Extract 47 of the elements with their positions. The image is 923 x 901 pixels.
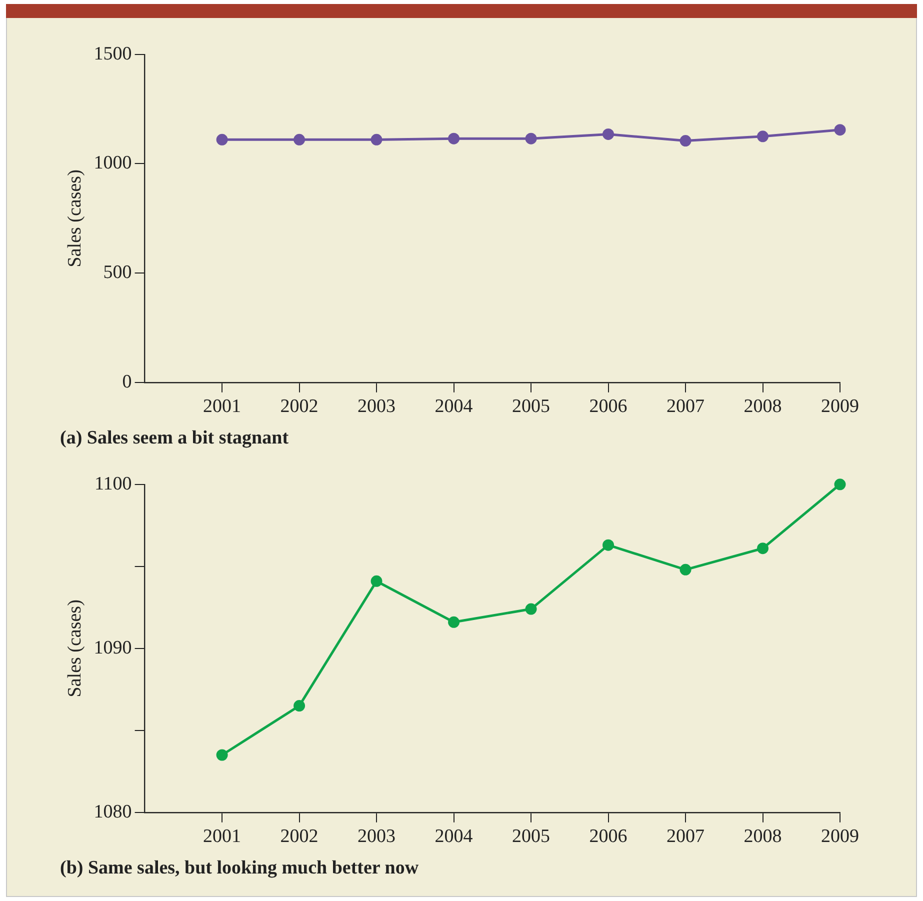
x-tick-label: 2002: [280, 396, 318, 417]
y-tick-label: 1080: [94, 801, 132, 822]
x-tick-label: 2002: [280, 826, 318, 847]
point: [370, 575, 382, 587]
point: [834, 124, 846, 136]
y-tick-label: 1100: [94, 473, 132, 494]
point: [216, 134, 228, 146]
x-tick-label: 2004: [434, 396, 474, 417]
point: [216, 749, 228, 761]
text: (a) Sales seem a bit stagnant: [60, 428, 290, 449]
x-tick-label: 2003: [358, 396, 396, 417]
x-tick-label: 2001: [203, 826, 242, 847]
x-tick-label: 2008: [744, 396, 782, 417]
point: [834, 478, 846, 490]
y-axis-title: Sales (cases): [64, 600, 86, 698]
x-tick-label: 2004: [434, 826, 474, 847]
point: [448, 616, 460, 628]
x-tick-label: 2001: [203, 396, 242, 417]
x-tick-label: 2005: [512, 396, 550, 417]
x-tick-label: 2009: [821, 396, 859, 417]
point: [602, 128, 614, 140]
y-tick-label: 1000: [94, 152, 132, 174]
point: [757, 130, 769, 142]
x-tick-label: 2007: [666, 396, 705, 417]
y-axis-title: Sales (cases): [64, 170, 86, 268]
point: [680, 564, 692, 576]
x-tick-label: 2006: [589, 396, 628, 417]
x-tick-label: 2005: [512, 826, 550, 847]
point: [525, 132, 537, 144]
point: [680, 135, 692, 147]
point: [757, 542, 769, 554]
point: [370, 134, 382, 146]
y-tick-label: 1500: [94, 43, 132, 64]
x-tick-label: 2006: [589, 826, 628, 847]
y-tick-label: 0: [122, 371, 132, 392]
point: [602, 539, 614, 551]
x-tick-label: 2007: [666, 826, 705, 847]
x-tick-label: 2003: [358, 826, 396, 847]
x-tick-label: 2009: [821, 826, 859, 847]
point: [525, 603, 537, 615]
point: [448, 132, 460, 144]
point: [294, 700, 306, 712]
y-tick-label: 500: [103, 262, 132, 284]
text: (b) Same sales, but looking much better now: [60, 858, 419, 879]
point: [294, 134, 306, 146]
x-tick-label: 2008: [744, 826, 782, 847]
y-tick-label: 1090: [94, 637, 132, 658]
